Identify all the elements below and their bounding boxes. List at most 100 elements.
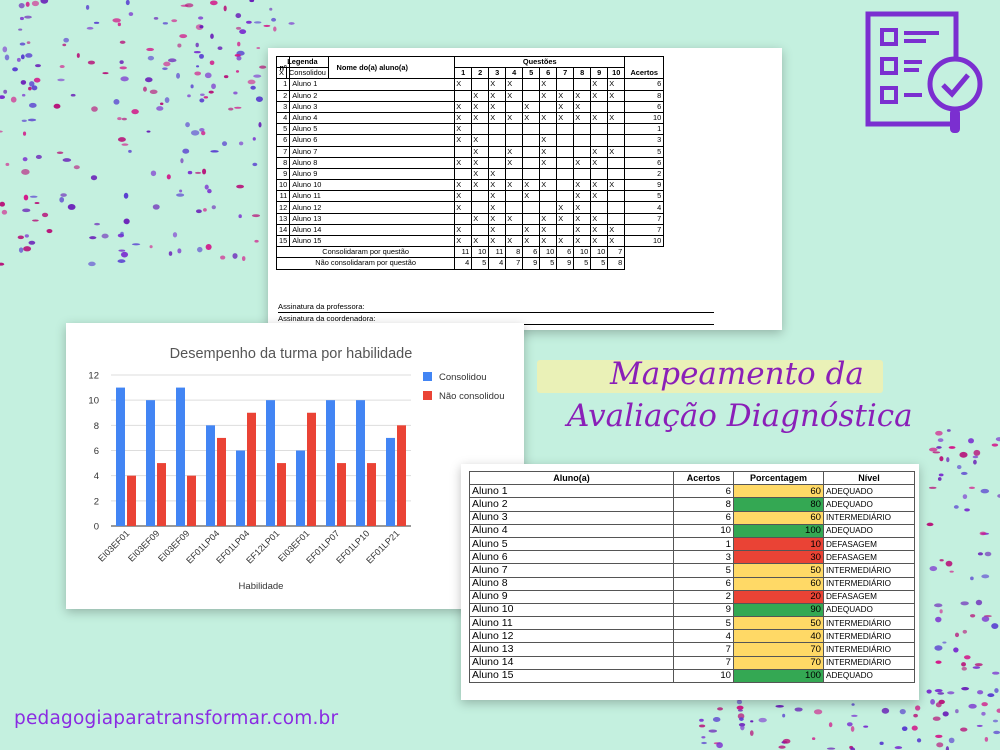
- confetti-dot: [235, 26, 242, 30]
- confetti-dot: [18, 3, 25, 9]
- question-mark: [607, 167, 626, 181]
- confetti-dot: [35, 64, 41, 68]
- question-mark: X: [471, 179, 490, 192]
- hits-count: 5: [673, 616, 734, 631]
- confetti-dot: [881, 707, 890, 714]
- question-mark: [573, 78, 592, 91]
- bar-consolidou: [296, 450, 305, 526]
- confetti-dot: [24, 15, 32, 19]
- confetti-dot: [70, 93, 76, 97]
- student-name: Aluno 12: [289, 201, 456, 214]
- question-mark: [539, 100, 558, 113]
- not-consolidated-row-value: 9: [556, 257, 575, 270]
- confetti-dot: [926, 689, 932, 694]
- confetti-dot: [954, 632, 960, 638]
- confetti-dot: [945, 560, 953, 567]
- confetti-dot: [223, 5, 227, 12]
- question-mark: X: [471, 111, 490, 125]
- confetti-dot: [149, 89, 158, 94]
- student-name: Aluno 8: [289, 156, 456, 169]
- question-mark: [556, 145, 575, 158]
- hits-count: 7: [673, 642, 734, 657]
- confetti-dot: [10, 96, 17, 103]
- level-cell: INTERMEDIÁRIO: [823, 510, 915, 525]
- website-url[interactable]: pedagogiaparatransformar.com.br: [14, 708, 339, 729]
- confetti-dot: [959, 451, 968, 458]
- confetti-dot: [177, 43, 182, 48]
- question-mark: [505, 201, 524, 214]
- question-mark: X: [539, 234, 558, 248]
- confetti-dot: [914, 705, 921, 711]
- confetti-dot: [167, 58, 177, 63]
- not-consolidated-row-value: 4: [454, 257, 473, 270]
- confetti-dot: [253, 21, 262, 24]
- confetti-dot: [112, 18, 121, 23]
- confetti-dot: [1, 209, 8, 215]
- confetti-dot: [946, 457, 950, 463]
- student-name: Aluno 8: [469, 576, 674, 591]
- confetti-dot: [21, 119, 27, 122]
- confetti-dot: [987, 693, 995, 698]
- confetti-dot: [199, 25, 204, 29]
- results-header-hits: Acertos: [673, 470, 734, 486]
- confetti-dot: [205, 244, 212, 250]
- confetti-dot: [975, 599, 983, 606]
- confetti-dot: [981, 574, 990, 579]
- confetti-dot: [147, 55, 155, 61]
- confetti-dot: [717, 707, 723, 711]
- confetti-dot: [209, 0, 218, 6]
- question-mark: X: [573, 156, 592, 169]
- question-mark: X: [607, 179, 626, 192]
- question-mark: X: [573, 212, 592, 225]
- y-tick-label: 0: [94, 522, 99, 533]
- confetti-dot: [256, 46, 261, 50]
- confetti-dot: [935, 660, 942, 664]
- confetti-dot: [19, 42, 26, 46]
- question-mark: X: [454, 179, 473, 192]
- student-name: Aluno 6: [289, 134, 456, 147]
- question-number: 10: [607, 67, 626, 80]
- confetti-dot: [946, 429, 951, 432]
- question-mark: X: [488, 190, 507, 203]
- confetti-dot: [203, 96, 209, 99]
- confetti-dot: [934, 689, 943, 693]
- question-mark: [539, 167, 558, 181]
- confetti-dot: [984, 736, 989, 742]
- row-number: 8: [275, 156, 291, 169]
- confetti-dot: [199, 98, 205, 103]
- question-mark: [556, 78, 575, 91]
- bar-nao-consolidou: [337, 463, 346, 526]
- confetti-dot: [176, 193, 185, 197]
- answer-sheet: nº Nome do(a) aluno(a) Questões Acertos …: [268, 48, 782, 330]
- question-mark: X: [488, 100, 507, 113]
- confetti-dot: [22, 157, 28, 162]
- results-row: Aluno 4 10 100 ADEQUADO: [469, 523, 915, 538]
- level-cell: INTERMEDIÁRIO: [823, 616, 915, 631]
- consolidated-row-label: Consolidaram por questão: [275, 246, 456, 259]
- percentage-cell: 50: [733, 563, 824, 578]
- results-row: Aluno 2 8 80 ADEQUADO: [469, 497, 915, 512]
- hits-count: 5: [624, 145, 665, 158]
- answer-row: 12 Aluno 12 X X X X 4: [275, 201, 665, 214]
- row-number: 3: [275, 100, 291, 113]
- chart-card: Desempenho da turma por habilidade 0 2 4 6 8 1…: [66, 323, 524, 609]
- confetti-dot: [62, 43, 67, 47]
- question-mark: X: [556, 89, 575, 102]
- confetti-dot: [736, 699, 743, 705]
- question-mark: [539, 190, 558, 203]
- confetti-dot: [995, 437, 1000, 442]
- question-mark: [590, 201, 609, 214]
- question-mark: X: [556, 234, 575, 248]
- confetti-dot: [201, 131, 206, 136]
- answer-row: 11 Aluno 11 X X X X X 5: [275, 190, 665, 203]
- confetti-dot: [171, 19, 178, 23]
- x-axis-label: Habilidade: [239, 581, 284, 592]
- confetti-dot: [288, 22, 295, 25]
- confetti-dot: [232, 253, 238, 259]
- confetti-dot: [937, 692, 945, 695]
- question-mark: [607, 201, 626, 214]
- confetti-dot: [179, 34, 188, 39]
- consolidated-row-value: 11: [488, 246, 507, 259]
